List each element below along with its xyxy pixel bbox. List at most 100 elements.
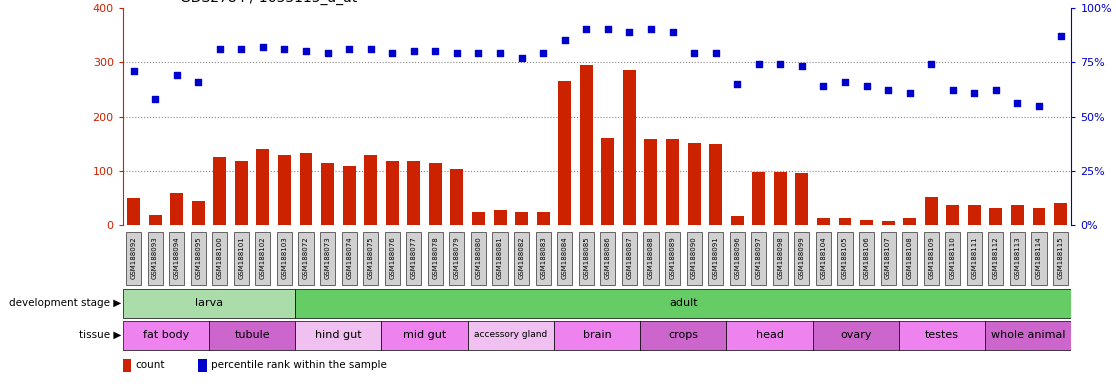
FancyBboxPatch shape (123, 321, 209, 350)
Point (599, 26, 617, 33)
Text: GSM188078: GSM188078 (432, 237, 439, 280)
FancyBboxPatch shape (170, 232, 184, 285)
FancyBboxPatch shape (296, 321, 382, 350)
FancyBboxPatch shape (985, 321, 1071, 350)
FancyBboxPatch shape (730, 232, 744, 285)
FancyBboxPatch shape (296, 289, 1071, 318)
Text: GSM188091: GSM188091 (713, 237, 719, 280)
Bar (429, 163, 442, 225)
FancyBboxPatch shape (686, 232, 702, 285)
FancyBboxPatch shape (945, 232, 961, 285)
Text: count: count (136, 360, 165, 371)
Text: larva: larva (195, 298, 223, 308)
Bar (386, 161, 398, 225)
FancyBboxPatch shape (406, 232, 422, 285)
FancyBboxPatch shape (665, 232, 680, 285)
Point (512, 55, 530, 61)
FancyBboxPatch shape (812, 321, 898, 350)
FancyBboxPatch shape (320, 232, 335, 285)
Text: GSM188073: GSM188073 (325, 237, 330, 280)
Point (125, 68, 143, 74)
FancyBboxPatch shape (600, 232, 615, 285)
Point (664, 28, 682, 35)
Point (426, 48, 444, 54)
Point (276, 46, 294, 52)
Text: crops: crops (668, 330, 699, 340)
FancyBboxPatch shape (514, 232, 529, 285)
Text: mid gut: mid gut (403, 330, 446, 340)
Bar (752, 172, 766, 225)
Bar (127, 198, 140, 225)
Bar (364, 155, 377, 225)
Bar (516, 212, 528, 225)
Text: GSM188115: GSM188115 (1058, 237, 1064, 280)
FancyBboxPatch shape (795, 232, 809, 285)
Bar (687, 143, 701, 225)
Point (965, 89, 983, 96)
Bar (623, 70, 636, 225)
FancyBboxPatch shape (471, 232, 487, 285)
Bar (796, 173, 808, 225)
Bar (170, 193, 183, 225)
Bar (213, 157, 227, 225)
FancyBboxPatch shape (644, 232, 658, 285)
FancyBboxPatch shape (708, 232, 723, 285)
FancyBboxPatch shape (727, 321, 812, 350)
Point (706, 50, 724, 56)
Bar (1032, 208, 1046, 225)
FancyBboxPatch shape (147, 232, 163, 285)
FancyBboxPatch shape (1031, 232, 1047, 285)
FancyBboxPatch shape (898, 321, 985, 350)
FancyBboxPatch shape (751, 232, 767, 285)
Text: GSM188080: GSM188080 (475, 237, 481, 280)
FancyBboxPatch shape (1054, 232, 1068, 285)
Bar (817, 218, 830, 225)
Text: adult: adult (668, 298, 698, 308)
Text: GSM188088: GSM188088 (648, 237, 654, 280)
FancyBboxPatch shape (191, 232, 205, 285)
Bar (451, 169, 463, 225)
Text: GSM188100: GSM188100 (217, 237, 223, 280)
Bar (968, 205, 981, 225)
FancyBboxPatch shape (622, 232, 637, 285)
Point (535, 50, 552, 56)
FancyBboxPatch shape (450, 232, 464, 285)
Bar (731, 215, 743, 225)
Point (836, 79, 854, 85)
Text: GSM188114: GSM188114 (1036, 237, 1042, 280)
Point (857, 83, 875, 89)
Point (340, 46, 358, 52)
Point (319, 50, 337, 56)
Text: GSM188095: GSM188095 (195, 237, 201, 280)
Text: GSM188107: GSM188107 (885, 237, 891, 280)
Point (750, 61, 768, 67)
Point (556, 37, 574, 43)
Bar (925, 197, 937, 225)
Bar (148, 215, 162, 225)
Text: GSM188083: GSM188083 (540, 237, 546, 280)
Point (448, 50, 465, 56)
Bar (493, 210, 507, 225)
FancyBboxPatch shape (924, 232, 939, 285)
Bar (278, 155, 291, 225)
Point (190, 79, 208, 85)
FancyBboxPatch shape (772, 232, 788, 285)
FancyBboxPatch shape (427, 232, 443, 285)
Bar (709, 144, 722, 225)
Text: GSM188113: GSM188113 (1014, 237, 1020, 280)
Point (944, 87, 962, 93)
FancyBboxPatch shape (277, 232, 292, 285)
Bar (860, 220, 873, 225)
Point (232, 46, 250, 52)
Text: GSM188103: GSM188103 (281, 237, 288, 280)
FancyBboxPatch shape (902, 232, 917, 285)
FancyBboxPatch shape (641, 321, 727, 350)
FancyBboxPatch shape (256, 232, 270, 285)
Point (1030, 103, 1048, 109)
Text: ovary: ovary (840, 330, 872, 340)
Bar (773, 172, 787, 225)
Text: GSM188086: GSM188086 (605, 237, 610, 280)
FancyBboxPatch shape (123, 359, 132, 372)
FancyBboxPatch shape (837, 232, 853, 285)
Bar (472, 212, 485, 225)
